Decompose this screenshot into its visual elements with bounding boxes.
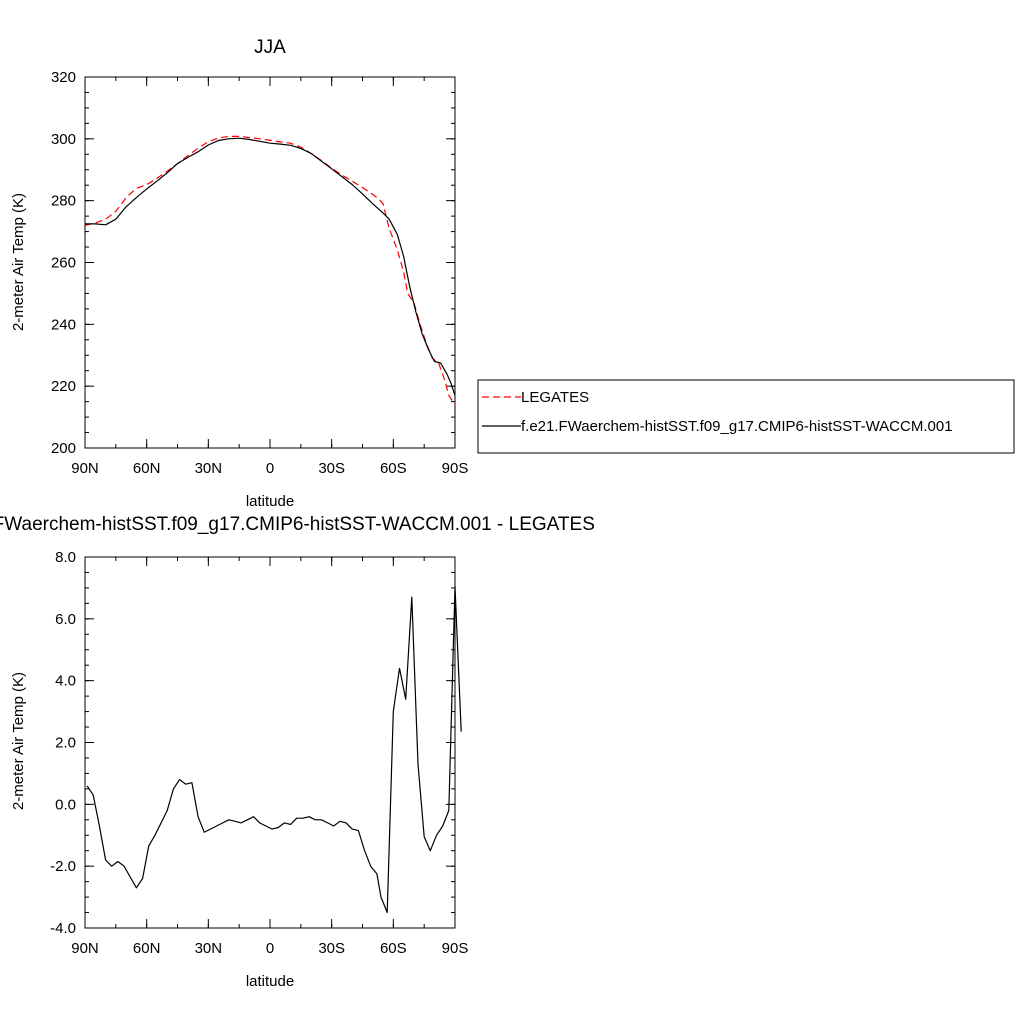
y-tick-label: 260 [51, 255, 76, 272]
y-tick-label: 2.0 [55, 735, 76, 752]
top-y-axis-label: 2-meter Air Temp (K) [10, 193, 27, 331]
y-tick-label: 240 [51, 316, 76, 333]
x-tick-label: 0 [266, 460, 274, 477]
top-chart-title: JJA [254, 37, 286, 58]
legend-label-model: f.e21.FWaerchem-histSST.f09_g17.CMIP6-hi… [521, 418, 953, 435]
x-tick-label: 0 [266, 940, 274, 957]
y-tick-label: -2.0 [50, 858, 76, 875]
x-tick-label: 90S [442, 460, 469, 477]
bottom-x-axis-label: latitude [246, 973, 294, 990]
x-tick-label: 90N [71, 460, 99, 477]
top-x-axis-label: latitude [246, 493, 294, 510]
plot-frame [84, 76, 456, 449]
y-tick-label: 8.0 [55, 549, 76, 566]
x-tick-label: 30N [195, 940, 223, 957]
y-tick-label: 0.0 [55, 796, 76, 813]
y-tick-label: 200 [51, 440, 76, 457]
y-tick-label: 280 [51, 193, 76, 210]
x-tick-label: 30N [195, 460, 223, 477]
series-line-1 [85, 137, 456, 396]
y-tick-label: 320 [51, 69, 76, 86]
x-tick-label: 60S [380, 460, 407, 477]
bottom-chart-panel: f.e21.FWaerchem-histSST.f09_g17.CMIP6-hi… [0, 514, 595, 990]
x-tick-label: 60S [380, 940, 407, 957]
x-tick-label: 90S [442, 940, 469, 957]
y-tick-label: -4.0 [50, 920, 76, 937]
legend: LEGATES f.e21.FWaerchem-histSST.f09_g17.… [477, 379, 1015, 454]
legend-label-legates: LEGATES [521, 389, 589, 406]
y-tick-label: 4.0 [55, 673, 76, 690]
series-line-0 [84, 135, 456, 406]
plot-frame [84, 556, 456, 929]
bottom-y-axis-label: 2-meter Air Temp (K) [10, 672, 27, 810]
top-plot-area: 90N 60N 30N 0 30S 60S 90S 200 220 240 260 280 300 320 [51, 69, 468, 477]
top-chart-panel: JJA 90N 60N 30N 0 30S 60S 90S 200 220 240 260 280 30… [10, 37, 468, 510]
x-tick-label: 90N [71, 940, 99, 957]
series-line-0 [86, 585, 462, 914]
y-tick-label: 6.0 [55, 611, 76, 628]
x-tick-label: 30S [318, 460, 345, 477]
x-tick-label: 60N [133, 460, 161, 477]
y-tick-label: 220 [51, 378, 76, 395]
y-tick-label: 300 [51, 131, 76, 148]
bottom-plot-area: 90N 60N 30N 0 30S 60S 90S -4.0 -2.0 0.0 2.0 4.0 6.0 8… [50, 549, 468, 957]
bottom-chart-title: f.e21.FWaerchem-histSST.f09_g17.CMIP6-hi… [0, 514, 595, 535]
x-tick-label: 60N [133, 940, 161, 957]
legend-box [477, 379, 1015, 454]
x-tick-label: 30S [318, 940, 345, 957]
